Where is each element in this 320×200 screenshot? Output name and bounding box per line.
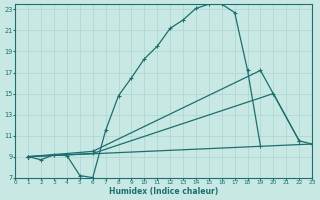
X-axis label: Humidex (Indice chaleur): Humidex (Indice chaleur) <box>109 187 218 196</box>
